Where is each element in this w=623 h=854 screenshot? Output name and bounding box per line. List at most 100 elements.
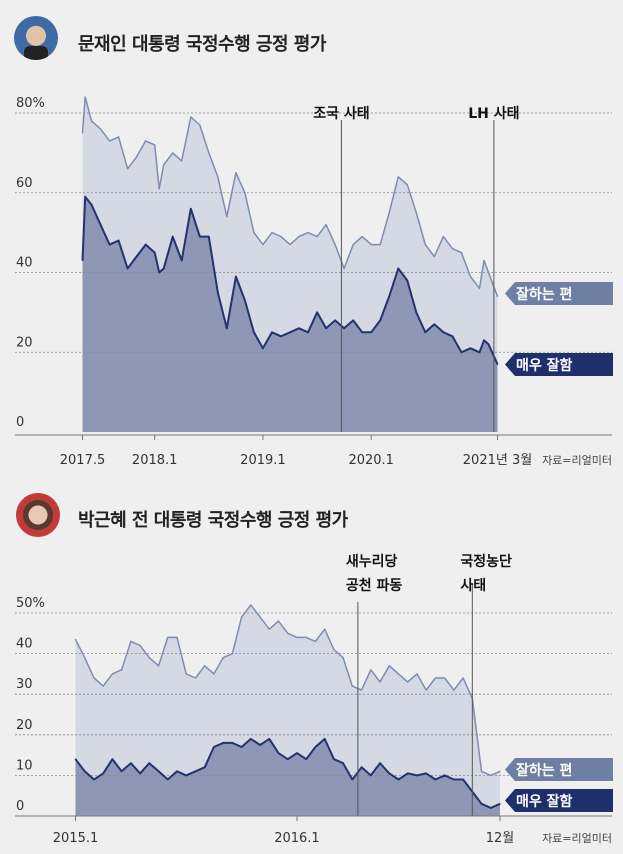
- data-point: [176, 636, 178, 638]
- data-point: [287, 632, 289, 634]
- data-point: [235, 275, 237, 278]
- data-point: [370, 243, 372, 246]
- data-point: [241, 616, 243, 618]
- data-point: [84, 196, 86, 198]
- data-point: [334, 319, 336, 321]
- data-point: [487, 271, 490, 274]
- data-point: [324, 738, 326, 740]
- data-point: [442, 236, 444, 238]
- data-point: [277, 752, 280, 754]
- data-point: [185, 774, 187, 777]
- data-point: [231, 653, 233, 655]
- data-point: [351, 685, 353, 687]
- data-point: [148, 762, 150, 764]
- data-point: [361, 331, 363, 333]
- data-point: [213, 673, 215, 675]
- data-point: [469, 275, 472, 278]
- event-label: 사태: [460, 578, 486, 594]
- y-tick-label: 60: [16, 176, 33, 191]
- data-point: [262, 347, 264, 349]
- x-tick-label: 2015.1: [53, 831, 99, 846]
- data-point: [139, 644, 141, 647]
- data-point: [451, 335, 453, 337]
- data-point: [241, 746, 243, 748]
- x-tick-label: 2017.5: [60, 453, 106, 468]
- data-point: [74, 638, 77, 640]
- data-point: [361, 236, 363, 238]
- data-point: [154, 251, 156, 254]
- data-point: [425, 772, 427, 774]
- data-point: [370, 331, 372, 333]
- data-point: [217, 176, 219, 178]
- data-point: [111, 758, 114, 760]
- data-point: [325, 327, 327, 329]
- data-point: [158, 271, 160, 274]
- y-tick-label: 0: [16, 415, 24, 430]
- data-point: [268, 738, 270, 740]
- data-point: [74, 758, 77, 760]
- legend-tag: [505, 353, 613, 376]
- data-point: [250, 738, 252, 740]
- data-point: [333, 758, 335, 760]
- data-point: [99, 128, 102, 130]
- data-point: [226, 327, 228, 329]
- data-point: [90, 204, 93, 206]
- legend-tag: [505, 789, 613, 812]
- data-point: [181, 259, 183, 262]
- y-tick-label: 80%: [16, 96, 45, 111]
- legend-label: 잘하는 편: [516, 286, 572, 303]
- data-point: [451, 247, 453, 250]
- data-point: [406, 279, 408, 282]
- data-point: [84, 96, 86, 98]
- data-point: [185, 673, 187, 675]
- data-point: [499, 770, 501, 772]
- data-point: [176, 770, 178, 772]
- data-point: [462, 677, 464, 679]
- source-label: 자료=리얼미터: [542, 831, 612, 845]
- x-tick-label: 2021년 3월: [463, 453, 532, 468]
- data-point: [208, 236, 210, 238]
- data-point: [127, 267, 129, 270]
- data-point: [262, 243, 264, 246]
- data-point: [93, 778, 95, 781]
- data-point: [111, 673, 114, 675]
- chart-title-1: 문재인 대통령 국정수행 긍정 평가: [78, 34, 326, 55]
- data-point: [157, 665, 160, 667]
- data-point: [397, 673, 400, 675]
- data-point: [217, 291, 219, 294]
- data-point: [81, 259, 84, 262]
- data-point: [163, 164, 165, 166]
- data-point: [280, 236, 282, 238]
- y-tick-label: 0: [16, 799, 24, 814]
- park-avatar: [16, 493, 60, 537]
- data-point: [469, 347, 472, 349]
- data-point: [148, 657, 150, 659]
- data-point: [415, 212, 417, 214]
- data-point: [397, 176, 399, 178]
- series-area-very-good: [75, 738, 500, 816]
- data-point: [190, 116, 192, 118]
- data-point: [102, 772, 104, 774]
- data-point: [305, 636, 307, 638]
- data-point: [81, 132, 84, 134]
- data-point: [277, 620, 280, 622]
- data-point: [298, 236, 300, 238]
- data-point: [250, 604, 252, 606]
- data-point: [370, 774, 372, 777]
- data-point: [490, 774, 492, 777]
- legend-label: 잘하는 편: [516, 762, 572, 779]
- event-label: LH 사태: [468, 106, 519, 122]
- data-point: [117, 136, 120, 138]
- data-point: [199, 124, 201, 126]
- data-point: [314, 746, 317, 748]
- x-tick-label: 2020.1: [348, 453, 394, 468]
- data-point: [145, 243, 147, 246]
- data-point: [307, 232, 309, 234]
- data-point: [442, 331, 444, 333]
- y-tick-label: 40: [16, 256, 33, 271]
- data-point: [496, 295, 499, 298]
- data-point: [407, 681, 409, 683]
- data-point: [298, 327, 300, 329]
- data-point: [478, 351, 481, 353]
